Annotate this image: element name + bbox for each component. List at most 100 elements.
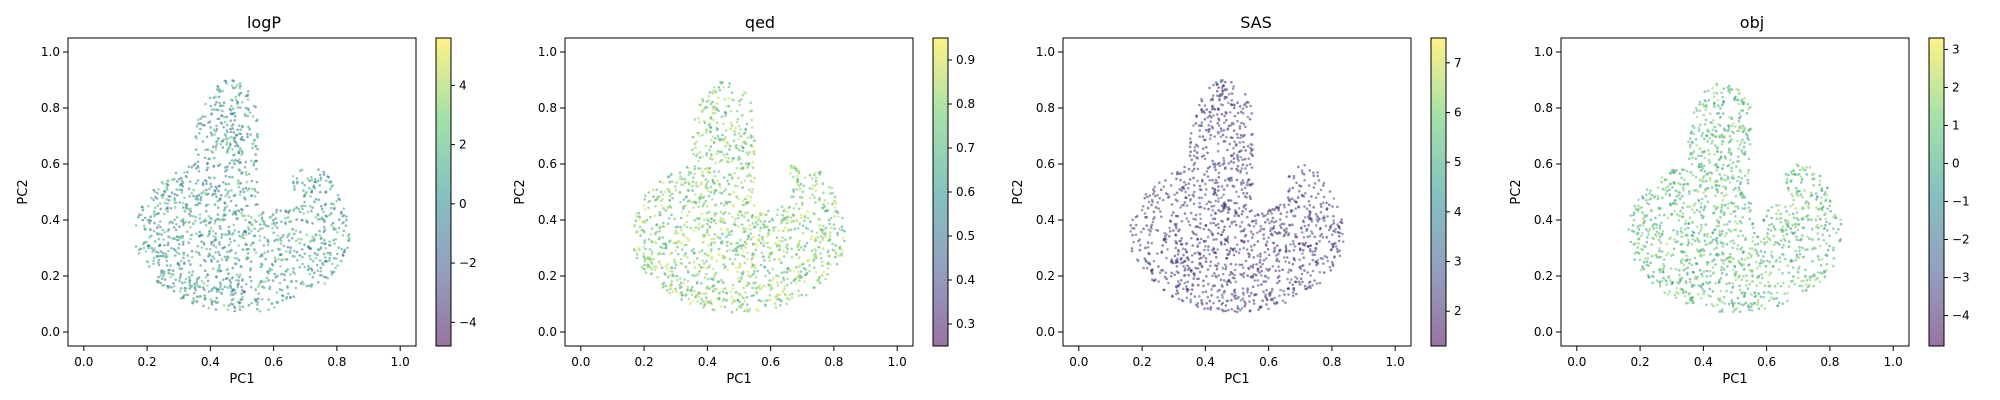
scatter-point xyxy=(701,155,704,158)
scatter-point xyxy=(1195,156,1198,159)
scatter-point xyxy=(680,248,684,251)
scatter-point xyxy=(188,281,191,284)
scatter-point xyxy=(705,296,708,300)
scatter-point xyxy=(753,152,756,156)
scatter-point xyxy=(1739,109,1743,112)
scatter-point xyxy=(1275,254,1278,257)
scatter-point xyxy=(1747,107,1750,110)
scatter-point xyxy=(688,261,691,265)
scatter-point xyxy=(730,295,733,298)
scatter-point xyxy=(702,218,706,221)
scatter-point xyxy=(203,288,206,292)
scatter-point xyxy=(711,289,715,293)
scatter-point xyxy=(745,122,749,126)
scatter-point xyxy=(1229,281,1232,284)
scatter-point xyxy=(1227,205,1230,209)
scatter-point xyxy=(688,199,691,202)
scatter-point xyxy=(1262,233,1265,237)
scatter-point xyxy=(1323,219,1326,223)
scatter-point xyxy=(1189,137,1192,141)
scatter-point xyxy=(1214,178,1218,182)
scatter-point xyxy=(1233,106,1236,110)
scatter-point xyxy=(1632,242,1636,246)
scatter-point xyxy=(200,279,204,283)
scatter-point xyxy=(271,279,275,282)
scatter-point xyxy=(710,248,713,251)
scatter-point xyxy=(786,267,790,271)
scatter-point xyxy=(226,165,229,168)
scatter-point xyxy=(738,262,742,265)
scatter-point xyxy=(1211,248,1214,252)
scatter-point xyxy=(1229,136,1233,139)
scatter-point xyxy=(725,201,728,205)
scatter-point xyxy=(273,306,276,309)
scatter-point xyxy=(1179,178,1182,182)
scatter-point xyxy=(805,241,809,245)
scatter-point xyxy=(255,119,258,122)
scatter-point xyxy=(223,255,227,259)
scatter-point xyxy=(201,183,205,187)
scatter-point xyxy=(1292,214,1295,218)
scatter-point xyxy=(220,122,224,126)
scatter-point xyxy=(1717,281,1721,284)
scatter-point xyxy=(240,135,244,139)
scatter-point xyxy=(789,172,792,175)
scatter-point xyxy=(691,285,694,289)
scatter-point xyxy=(690,201,693,204)
scatter-point xyxy=(210,260,214,263)
scatter-point xyxy=(241,234,245,237)
scatter-point xyxy=(1256,240,1260,243)
scatter-point xyxy=(1232,294,1236,298)
scatter-point xyxy=(1271,208,1274,211)
scatter-point xyxy=(181,296,184,299)
scatter-point xyxy=(804,226,808,230)
scatter-point xyxy=(697,167,700,170)
scatter-point xyxy=(295,250,299,254)
scatter-point xyxy=(218,240,221,244)
scatter-point xyxy=(1686,266,1689,270)
scatter-point xyxy=(781,236,784,239)
scatter-point xyxy=(1820,207,1823,210)
scatter-point xyxy=(169,207,173,210)
scatter-point xyxy=(167,235,170,238)
scatter-point xyxy=(1709,112,1712,115)
scatter-point xyxy=(180,188,184,192)
scatter-point xyxy=(246,132,249,136)
scatter-point xyxy=(1197,283,1200,287)
scatter-point xyxy=(1242,293,1245,296)
scatter-point xyxy=(192,194,195,198)
scatter-point xyxy=(1157,265,1160,268)
scatter-point xyxy=(778,248,781,251)
scatter-point xyxy=(1263,274,1267,278)
scatter-point xyxy=(1828,244,1831,248)
scatter-point xyxy=(1277,260,1281,263)
scatter-point xyxy=(1691,234,1695,238)
scatter-point xyxy=(1152,210,1156,214)
scatter-point xyxy=(1304,216,1307,219)
scatter-point xyxy=(737,292,740,296)
scatter-point xyxy=(659,213,662,217)
scatter-point xyxy=(1672,247,1676,251)
scatter-point xyxy=(713,141,716,144)
scatter-point xyxy=(324,260,328,263)
scatter-point xyxy=(239,190,242,193)
scatter-point xyxy=(233,162,236,165)
scatter-point xyxy=(275,211,278,214)
scatter-point xyxy=(249,260,253,264)
scatter-point xyxy=(1131,218,1134,222)
scatter-point xyxy=(754,248,758,252)
scatter-point xyxy=(209,176,212,180)
scatter-point xyxy=(1186,268,1190,272)
scatter-point xyxy=(710,138,713,142)
scatter-point xyxy=(1189,141,1192,145)
scatter-point xyxy=(160,233,163,236)
scatter-point xyxy=(1669,171,1672,175)
scatter-point xyxy=(668,190,671,193)
scatter-point xyxy=(1222,156,1225,160)
scatter-point xyxy=(706,166,709,170)
y-tick-label: 0.0 xyxy=(1036,325,1055,339)
scatter-point xyxy=(166,183,170,187)
scatter-point xyxy=(1179,261,1183,265)
scatter-point xyxy=(661,181,665,185)
scatter-point xyxy=(155,226,159,229)
